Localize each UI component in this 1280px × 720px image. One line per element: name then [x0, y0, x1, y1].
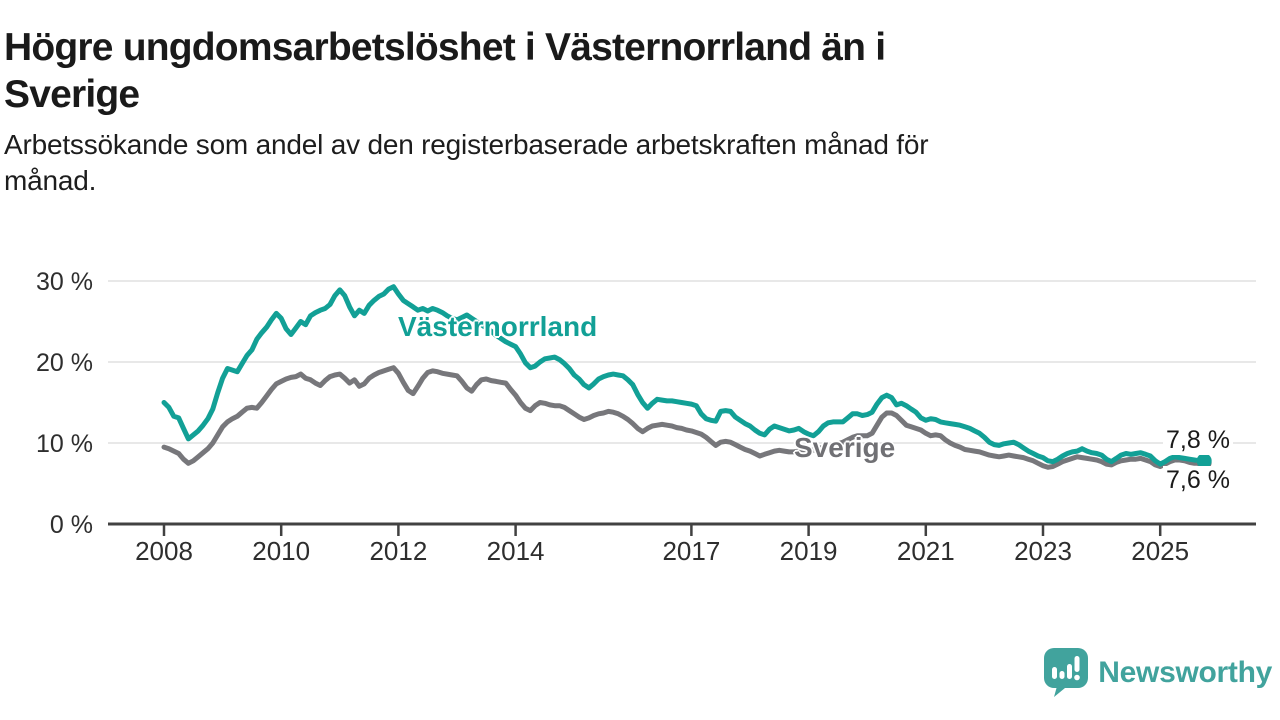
chart-subtitle: Arbetssökande som andel av den registerb… — [4, 127, 929, 199]
y-axis-tick-label: 30 % — [36, 268, 93, 296]
y-axis-tick-label: 20 % — [36, 349, 93, 377]
title-line-2: Sverige — [4, 73, 140, 116]
series-label-vasternorrland: Västernorrland — [398, 311, 598, 342]
series-line-sverige — [161, 365, 1207, 470]
x-axis-tick-label: 2008 — [135, 536, 193, 566]
x-axis-tick-label: 2012 — [369, 536, 427, 566]
title-line-1: Högre ungdomsarbetslöshet i Västernorrla… — [4, 26, 886, 69]
newsworthy-wordmark: Newsworthy — [1098, 656, 1272, 689]
x-axis-tick-label: 2019 — [780, 536, 838, 566]
x-axis-tick-label: 2023 — [1014, 536, 1072, 566]
x-axis-tick-label: 2025 — [1131, 536, 1189, 566]
x-axis-tick-label: 2010 — [252, 536, 310, 566]
newsworthy-branding: Newsworthy — [1044, 648, 1272, 698]
subtitle-line-2: månad. — [4, 165, 97, 196]
subtitle-line-1: Arbetssökande som andel av den registerb… — [4, 129, 929, 160]
series-label-sverige: Sverige — [794, 432, 896, 463]
y-axis-tick-label: 0 % — [50, 511, 93, 539]
chart-header: Högre ungdomsarbetslöshet i Västernorrla… — [4, 24, 929, 199]
x-axis-tick-label: 2014 — [487, 536, 545, 566]
end-value-label-vasternorrland: 7,8 % — [1163, 426, 1233, 455]
end-value-label-sverige: 7,6 % — [1163, 466, 1233, 495]
newsworthy-logo-icon — [1044, 648, 1089, 697]
y-axis-tick-label: 10 % — [36, 430, 93, 458]
series-line-västernorrland — [161, 284, 1207, 467]
series-end-dot-västernorrland — [1196, 453, 1212, 469]
page-title: Högre ungdomsarbetslöshet i Västernorrla… — [4, 24, 928, 118]
x-axis-tick-label: 2021 — [897, 536, 955, 566]
x-axis-tick-label: 2017 — [662, 536, 720, 566]
